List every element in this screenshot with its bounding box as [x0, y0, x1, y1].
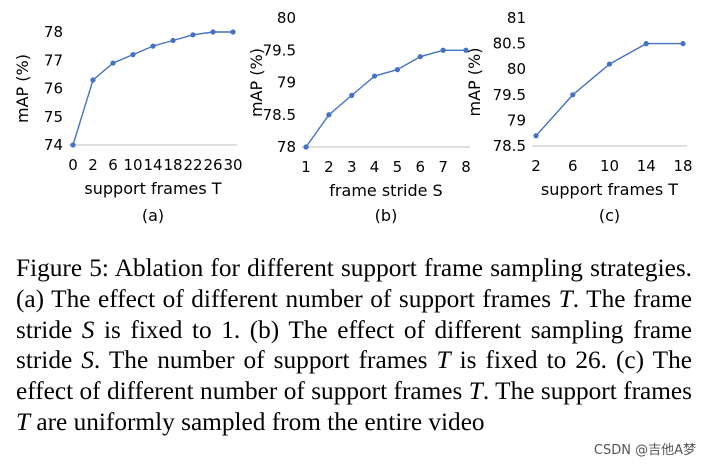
chart-3-data-point	[533, 133, 539, 139]
chart-1-y-axis-label: mAP (%)	[13, 54, 32, 123]
chart-2-y-tick-label: 79.5	[263, 41, 296, 59]
chart-1-data-point	[150, 43, 156, 49]
caption-text: . The frame stride	[16, 284, 693, 344]
chart-1-data-point	[110, 60, 116, 66]
chart-2-data-point	[371, 73, 378, 79]
chart-1-x-tick-label: 26	[203, 156, 222, 174]
chart-2-x-tick-label: 1	[301, 158, 311, 176]
chart-1-y-tick-label: 76	[44, 80, 63, 98]
chart-1-y-tick-label: 74	[44, 136, 63, 154]
chart-1-data-point	[210, 29, 216, 35]
chart-1-data-point	[170, 37, 176, 44]
caption-var-s: S	[81, 346, 94, 375]
caption-text: . The support frames	[482, 377, 692, 406]
chart-3-data-point	[643, 41, 649, 47]
chart-1-data-point	[230, 29, 236, 35]
chart-3-data-point	[606, 61, 613, 67]
chart-1-y-tick-label: 77	[44, 51, 63, 69]
chart-2-x-tick-label: 5	[393, 158, 403, 176]
chart-1-x-tick-label: 22	[183, 156, 202, 174]
caption-text: Figure 5: Ablation for different support…	[16, 254, 692, 313]
chart-2-y-axis-label: mAP (%)	[247, 48, 266, 117]
caption-var-t: T	[468, 377, 483, 406]
chart-2-data-point	[303, 144, 309, 150]
chart-3-y-tick-label: 81	[507, 9, 526, 27]
chart-3-y-tick-label: 80.5	[493, 35, 526, 53]
chart-3-x-tick-label: 14	[637, 157, 656, 175]
chart-3-x-tick-label: 10	[600, 157, 619, 175]
watermark: CSDN @吉他A梦	[593, 443, 696, 458]
chart-2-data-point	[349, 92, 355, 98]
chart-2-y-tick-label: 79	[277, 74, 296, 92]
chart-1-data-point	[130, 52, 136, 58]
chart-2-y-tick-label: 78.5	[263, 106, 296, 124]
chart-1-x-tick-label: 6	[108, 156, 118, 174]
caption-var-s: S	[81, 315, 95, 344]
chart-2-panel-label: (b)	[375, 206, 398, 225]
caption-var-t: T	[436, 346, 451, 375]
chart-2-x-tick-label: 3	[347, 158, 357, 176]
chart-2-y-tick-label: 80	[277, 9, 296, 27]
chart-3-series-line	[535, 42, 683, 137]
caption-text: are uniformly sampled from the entire vi…	[30, 407, 485, 436]
chart-1-x-axis-label: support frames T	[84, 179, 221, 198]
chart-3-y-tick-label: 78.5	[493, 137, 526, 155]
chart-1-y-tick-label: 75	[44, 108, 63, 126]
chart-2-data-point	[417, 54, 423, 60]
chart-3-panel-label: (c)	[599, 206, 620, 225]
chart-1-data-point	[190, 32, 196, 38]
chart-1-x-tick-label: 18	[163, 156, 182, 174]
chart-2-data-point	[326, 112, 332, 118]
chart-2-x-tick-label: 2	[324, 158, 334, 176]
chart-1-x-tick-label: 2	[88, 156, 98, 174]
chart-1-x-tick-label: 10	[123, 156, 142, 174]
figure-caption: Figure 5: Ablation for different support…	[16, 253, 692, 438]
chart-1-panel-label: (a)	[142, 206, 164, 225]
caption-text: is fixed to 26. (c) The effect of differ…	[16, 346, 692, 406]
chart-3-y-tick-label: 80	[507, 60, 526, 78]
chart-2-x-axis-label: frame stride S	[329, 181, 442, 200]
chart-1-series-line	[72, 31, 233, 146]
chart-1-x-tick-label: 30	[223, 156, 242, 174]
chart-3-x-tick-label: 2	[531, 157, 541, 175]
chart-3-data-point	[570, 92, 576, 98]
chart-3-x-axis-label: support frames T	[541, 180, 678, 199]
chart-2-x-tick-label: 7	[438, 158, 448, 176]
chart-2-y-tick-label: 78	[277, 138, 296, 156]
caption-var-t: T	[558, 284, 573, 313]
chart-1-y-tick-label: 78	[44, 23, 63, 41]
chart-3-x-tick-label: 18	[673, 157, 692, 175]
chart-1-x-tick-label: 0	[68, 156, 78, 174]
caption-text: . The number of support frames	[93, 346, 437, 375]
chart-2-data-point	[394, 67, 401, 73]
chart-3-y-tick-label: 79.5	[493, 86, 526, 104]
chart-2-series-line	[305, 49, 466, 148]
caption-text: is fixed to 1. (b) The effect of differe…	[16, 315, 692, 375]
chart-2-x-tick-label: 6	[416, 158, 426, 176]
chart-3-data-point	[680, 41, 686, 47]
chart-1-data-point	[90, 77, 96, 83]
chart-2-data-point	[463, 47, 469, 53]
chart-1-x-tick-label: 14	[143, 156, 162, 174]
chart-3-x-tick-label: 6	[568, 157, 578, 175]
chart-3-y-tick-label: 79	[507, 111, 526, 129]
chart-2-data-point	[440, 47, 446, 53]
chart-2-x-tick-label: 8	[461, 158, 471, 176]
chart-1-data-point	[70, 142, 76, 148]
caption-var-t: T	[16, 407, 31, 436]
chart-2-x-tick-label: 4	[370, 158, 380, 176]
chart-3-y-axis-label: mAP (%)	[465, 48, 484, 117]
